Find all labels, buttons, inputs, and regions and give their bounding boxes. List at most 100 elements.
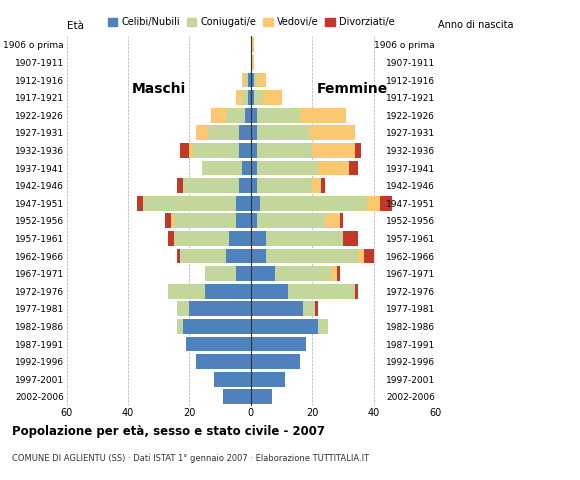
- Bar: [257, 72, 266, 87]
- Bar: [312, 178, 321, 193]
- Bar: [251, 196, 260, 211]
- Bar: [257, 143, 312, 158]
- Bar: [254, 90, 263, 105]
- Bar: [205, 266, 235, 281]
- Bar: [312, 143, 355, 158]
- Bar: [190, 301, 251, 316]
- Bar: [257, 108, 300, 123]
- Bar: [337, 266, 340, 281]
- Bar: [177, 178, 183, 193]
- Text: Anno di nascita: Anno di nascita: [438, 21, 513, 30]
- Bar: [276, 266, 331, 281]
- Bar: [251, 266, 276, 281]
- Bar: [251, 249, 266, 264]
- Bar: [183, 319, 251, 334]
- Bar: [251, 231, 266, 246]
- Bar: [180, 249, 226, 264]
- Bar: [251, 55, 254, 70]
- Bar: [340, 213, 343, 228]
- Bar: [242, 160, 251, 176]
- Bar: [226, 108, 245, 123]
- Bar: [251, 37, 254, 52]
- Bar: [331, 266, 337, 281]
- Bar: [251, 354, 300, 369]
- Text: COMUNE DI AGLIENTU (SS) · Dati ISTAT 1° gennaio 2007 · Elaborazione TUTTITALIA.I: COMUNE DI AGLIENTU (SS) · Dati ISTAT 1° …: [12, 454, 369, 463]
- Bar: [364, 249, 374, 264]
- Bar: [300, 108, 346, 123]
- Bar: [137, 196, 143, 211]
- Text: Età: Età: [67, 21, 84, 31]
- Bar: [251, 72, 254, 87]
- Bar: [168, 231, 174, 246]
- Bar: [318, 319, 328, 334]
- Bar: [211, 108, 226, 123]
- Bar: [325, 213, 340, 228]
- Bar: [380, 196, 392, 211]
- Bar: [248, 72, 251, 87]
- Bar: [251, 143, 257, 158]
- Bar: [202, 160, 242, 176]
- Text: Popolazione per età, sesso e stato civile - 2007: Popolazione per età, sesso e stato civil…: [12, 425, 325, 438]
- Bar: [180, 143, 190, 158]
- Bar: [349, 160, 358, 176]
- Bar: [177, 249, 180, 264]
- Bar: [214, 372, 251, 387]
- Bar: [355, 284, 358, 299]
- Bar: [251, 178, 257, 193]
- Bar: [223, 389, 251, 404]
- Bar: [205, 284, 251, 299]
- Bar: [321, 178, 325, 193]
- Legend: Celibi/Nubili, Coniugati/e, Vedovi/e, Divorziati/e: Celibi/Nubili, Coniugati/e, Vedovi/e, Di…: [104, 13, 398, 31]
- Bar: [257, 213, 325, 228]
- Bar: [251, 160, 257, 176]
- Text: Femmine: Femmine: [317, 82, 388, 96]
- Bar: [251, 90, 254, 105]
- Bar: [251, 389, 273, 404]
- Bar: [238, 125, 251, 140]
- Bar: [318, 160, 349, 176]
- Bar: [251, 125, 257, 140]
- Bar: [343, 231, 358, 246]
- Bar: [177, 301, 190, 316]
- Bar: [266, 231, 343, 246]
- Bar: [245, 108, 251, 123]
- Bar: [238, 178, 251, 193]
- Bar: [174, 231, 229, 246]
- Bar: [195, 354, 251, 369]
- Bar: [355, 143, 361, 158]
- Bar: [229, 231, 251, 246]
- Bar: [309, 125, 355, 140]
- Bar: [303, 301, 316, 316]
- Bar: [254, 72, 257, 87]
- Bar: [208, 125, 238, 140]
- Bar: [368, 196, 380, 211]
- Bar: [257, 125, 309, 140]
- Bar: [235, 90, 242, 105]
- Bar: [251, 319, 318, 334]
- Bar: [288, 284, 355, 299]
- Bar: [143, 196, 235, 211]
- Bar: [260, 196, 368, 211]
- Bar: [245, 72, 248, 87]
- Bar: [242, 90, 248, 105]
- Bar: [248, 90, 251, 105]
- Text: Maschi: Maschi: [132, 82, 186, 96]
- Bar: [251, 108, 257, 123]
- Bar: [177, 319, 183, 334]
- Bar: [238, 143, 251, 158]
- Bar: [235, 266, 251, 281]
- Bar: [358, 249, 364, 264]
- Bar: [242, 72, 245, 87]
- Bar: [183, 178, 238, 193]
- Bar: [235, 196, 251, 211]
- Bar: [263, 90, 281, 105]
- Bar: [251, 213, 257, 228]
- Bar: [266, 249, 358, 264]
- Bar: [251, 336, 306, 351]
- Bar: [226, 249, 251, 264]
- Bar: [171, 213, 174, 228]
- Bar: [190, 143, 193, 158]
- Bar: [251, 284, 288, 299]
- Bar: [193, 143, 238, 158]
- Bar: [165, 213, 171, 228]
